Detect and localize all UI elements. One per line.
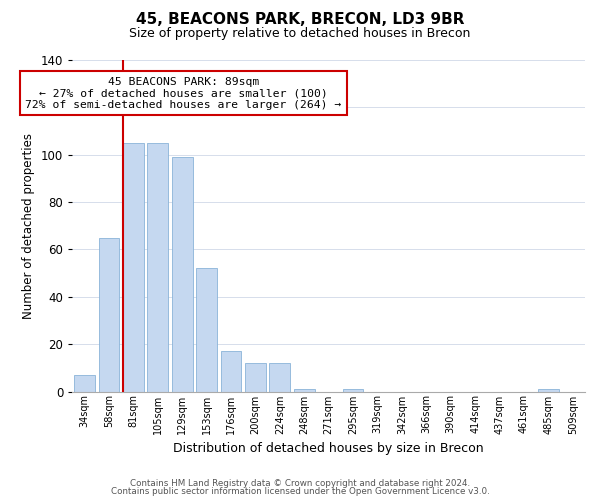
Bar bbox=[196, 268, 217, 392]
X-axis label: Distribution of detached houses by size in Brecon: Distribution of detached houses by size … bbox=[173, 442, 484, 455]
Bar bbox=[343, 389, 364, 392]
Bar bbox=[538, 389, 559, 392]
Text: Contains public sector information licensed under the Open Government Licence v3: Contains public sector information licen… bbox=[110, 487, 490, 496]
Bar bbox=[148, 143, 168, 392]
Text: Contains HM Land Registry data © Crown copyright and database right 2024.: Contains HM Land Registry data © Crown c… bbox=[130, 478, 470, 488]
Bar bbox=[98, 238, 119, 392]
Text: 45 BEACONS PARK: 89sqm
← 27% of detached houses are smaller (100)
72% of semi-de: 45 BEACONS PARK: 89sqm ← 27% of detached… bbox=[25, 76, 341, 110]
Bar bbox=[123, 143, 144, 392]
Bar bbox=[221, 352, 241, 392]
Bar bbox=[245, 363, 266, 392]
Y-axis label: Number of detached properties: Number of detached properties bbox=[22, 133, 35, 319]
Bar bbox=[172, 157, 193, 392]
Text: 45, BEACONS PARK, BRECON, LD3 9BR: 45, BEACONS PARK, BRECON, LD3 9BR bbox=[136, 12, 464, 28]
Bar bbox=[294, 389, 314, 392]
Bar bbox=[74, 375, 95, 392]
Text: Size of property relative to detached houses in Brecon: Size of property relative to detached ho… bbox=[130, 28, 470, 40]
Bar bbox=[269, 363, 290, 392]
